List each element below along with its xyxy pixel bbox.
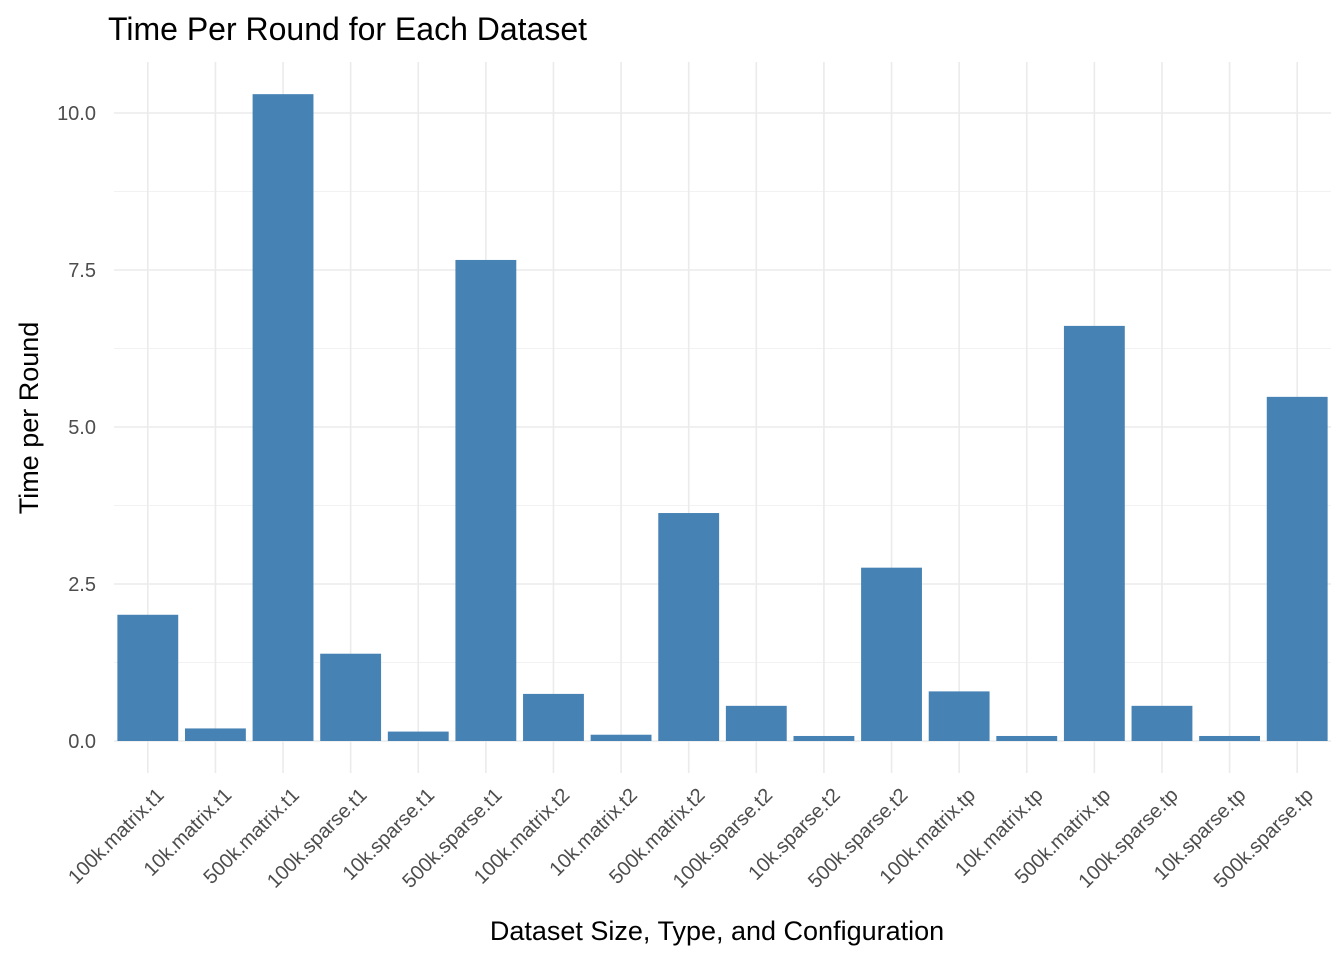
bar-10k.sparse.tp [1199, 735, 1261, 741]
x-axis-title: Dataset Size, Type, and Configuration [490, 916, 944, 946]
chart-title: Time Per Round for Each Dataset [108, 11, 587, 47]
bar-10k.sparse.t1 [387, 731, 449, 741]
bar-500k.matrix.t1 [252, 94, 314, 741]
bar-500k.matrix.t2 [658, 513, 720, 741]
bars [117, 94, 1328, 741]
y-tick-label: 0.0 [68, 731, 96, 753]
bar-100k.sparse.tp [1131, 705, 1193, 741]
bar-500k.matrix.tp [1063, 325, 1125, 741]
x-axis-ticks: 100k.matrix.t110k.matrix.t1500k.matrix.t… [64, 784, 1318, 892]
bar-10k.sparse.t2 [793, 735, 855, 741]
y-axis-title: Time per Round [14, 322, 44, 515]
bar-10k.matrix.t1 [184, 728, 246, 741]
bar-500k.sparse.tp [1266, 396, 1328, 741]
bar-100k.matrix.t1 [117, 614, 179, 741]
bar-100k.sparse.t2 [725, 705, 787, 741]
bar-500k.sparse.t1 [455, 259, 517, 741]
y-tick-label: 2.5 [68, 574, 96, 596]
y-axis-ticks: 0.0 2.5 5.0 7.5 10.0 [57, 103, 96, 753]
bar-10k.matrix.t2 [590, 734, 652, 741]
y-tick-label: 5.0 [68, 417, 96, 439]
bar-500k.sparse.t2 [861, 567, 922, 741]
bar-100k.matrix.tp [928, 691, 990, 741]
bar-100k.sparse.t1 [320, 653, 382, 741]
y-tick-label: 10.0 [57, 103, 96, 125]
bar-100k.matrix.t2 [523, 693, 584, 741]
bar-10k.matrix.tp [996, 735, 1058, 741]
y-tick-label: 7.5 [68, 260, 96, 282]
